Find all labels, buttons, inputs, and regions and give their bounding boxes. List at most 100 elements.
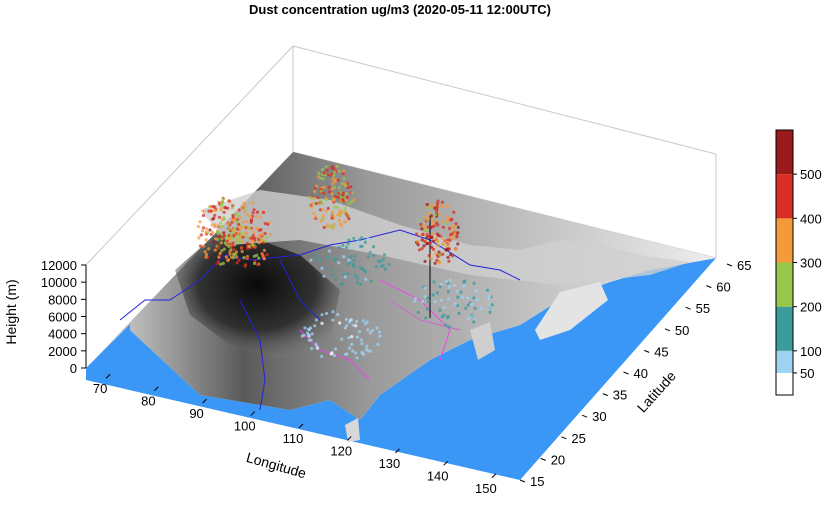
dust-point [372, 253, 376, 257]
dust-point [488, 310, 492, 314]
dust-point [352, 254, 356, 258]
dust-point [226, 222, 230, 226]
x-tick-label: 70 [93, 381, 107, 396]
dust-point [445, 204, 449, 209]
colorbar-bin [776, 306, 793, 351]
dust-point [347, 246, 351, 250]
dust-point [262, 248, 266, 252]
dust-plume [196, 164, 494, 360]
dust-point [450, 217, 454, 221]
dust-point [244, 232, 249, 236]
dust-point [324, 209, 328, 213]
dust-point [329, 268, 333, 272]
dust-point [256, 262, 260, 267]
dust-point [202, 209, 206, 213]
dust-point [308, 195, 312, 199]
dust-point [422, 244, 426, 248]
dust-point [238, 227, 242, 231]
dust-point [433, 261, 437, 265]
dust-point [307, 338, 311, 342]
dust-point [212, 216, 216, 220]
dust-point [372, 245, 376, 249]
dust-point [251, 234, 255, 238]
dust-point [330, 210, 334, 214]
dust-point [332, 353, 337, 358]
dust-point [263, 239, 267, 243]
dust-point [341, 199, 345, 203]
dust-point [452, 223, 456, 228]
dust-point [442, 313, 446, 317]
dust-point [320, 313, 324, 317]
x-tick-label: 80 [141, 394, 155, 409]
dust-point [452, 210, 456, 214]
dust-point [320, 266, 324, 270]
dust-point [470, 302, 474, 307]
dust-point [237, 258, 241, 262]
dust-point [447, 259, 451, 263]
dust-point [374, 265, 378, 269]
dust-point [220, 249, 224, 253]
dust-point [416, 218, 421, 222]
dust-point [350, 335, 354, 339]
dust-point [342, 272, 346, 276]
dust-point [432, 239, 436, 243]
dust-point [317, 171, 321, 175]
dust-point [427, 254, 431, 258]
dust-point [314, 252, 318, 256]
dust-point [445, 316, 449, 320]
dust-point [352, 236, 356, 240]
dust-point [438, 308, 442, 312]
dust-point [243, 203, 247, 207]
dust-point [376, 342, 380, 346]
dust-point [365, 344, 369, 348]
y-tick-mark [561, 436, 567, 440]
dust-point [353, 351, 358, 355]
dust-point [352, 258, 356, 263]
dust-point [204, 238, 208, 242]
dust-point [321, 168, 325, 172]
dust-point [204, 231, 208, 235]
dust-point [245, 212, 249, 216]
dust-point [213, 208, 217, 213]
y-tick-label: 50 [675, 323, 689, 338]
dust-point [383, 253, 387, 257]
dust-point [333, 180, 337, 184]
dust-point [423, 228, 427, 233]
dust-point [445, 244, 449, 249]
x-tick-label: 150 [475, 481, 497, 496]
y-tick-mark [581, 414, 588, 418]
dust-point [414, 297, 418, 301]
dust-point [338, 222, 342, 226]
dust-point [430, 203, 434, 207]
dust-point [322, 171, 326, 175]
dust-point [315, 184, 319, 188]
japan [535, 282, 608, 340]
dust-point [252, 261, 257, 265]
dust-point [213, 223, 217, 227]
dust-point [212, 240, 216, 244]
dust-point [438, 253, 442, 257]
dust-point [448, 278, 452, 282]
dust-point [338, 211, 342, 215]
dust-point [204, 252, 208, 257]
dust-point [431, 219, 436, 223]
dust-point [446, 255, 450, 259]
y-tick-label: 25 [571, 431, 585, 446]
dust-point [234, 217, 238, 221]
dust-point [435, 207, 439, 211]
y-tick-mark [726, 263, 733, 267]
dust-point [239, 246, 244, 250]
dust-point [330, 273, 334, 277]
dust-point [217, 255, 221, 259]
colorbar-bin [776, 372, 793, 395]
dust-point [220, 218, 225, 222]
dust-point [472, 296, 476, 300]
dust-point [199, 233, 203, 237]
dust-point [423, 215, 427, 219]
dust-point [204, 255, 208, 259]
dust-point [235, 255, 239, 259]
dust-point [258, 215, 263, 219]
dust-point [231, 241, 235, 245]
dust-point [313, 324, 317, 328]
dust-point [313, 189, 317, 194]
